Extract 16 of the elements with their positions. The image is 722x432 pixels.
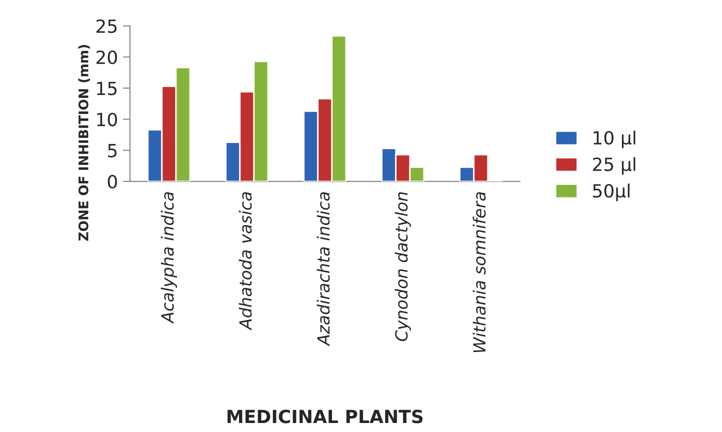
- x-tick-label: Azadirachta indica: [316, 192, 330, 346]
- x-axis-title: MEDICINAL PLANTS: [228, 410, 423, 424]
- y-tick-label: 25: [96, 19, 117, 34]
- legend-label: 25 µl: [593, 157, 636, 175]
- y-axis-title: ZONE OF INHIBITION (mm): [78, 44, 90, 241]
- legend-label: 10 µl: [594, 130, 636, 148]
- x-tick-label: Adhatoda vasica: [238, 192, 252, 330]
- x-tick-label: Acalypha indica: [160, 192, 178, 324]
- y-tick-label: 0: [108, 174, 117, 189]
- x-tick-label: Withania somnifera: [472, 192, 486, 352]
- legend-label: 50µl: [593, 184, 630, 202]
- y-tick-label: 10: [97, 112, 117, 126]
- x-tick-label: Cynodon dactylon: [394, 192, 411, 342]
- y-tick-label: 15: [97, 82, 117, 96]
- y-tick-label: 20: [96, 50, 117, 64]
- y-tick-label: 5: [108, 144, 117, 158]
